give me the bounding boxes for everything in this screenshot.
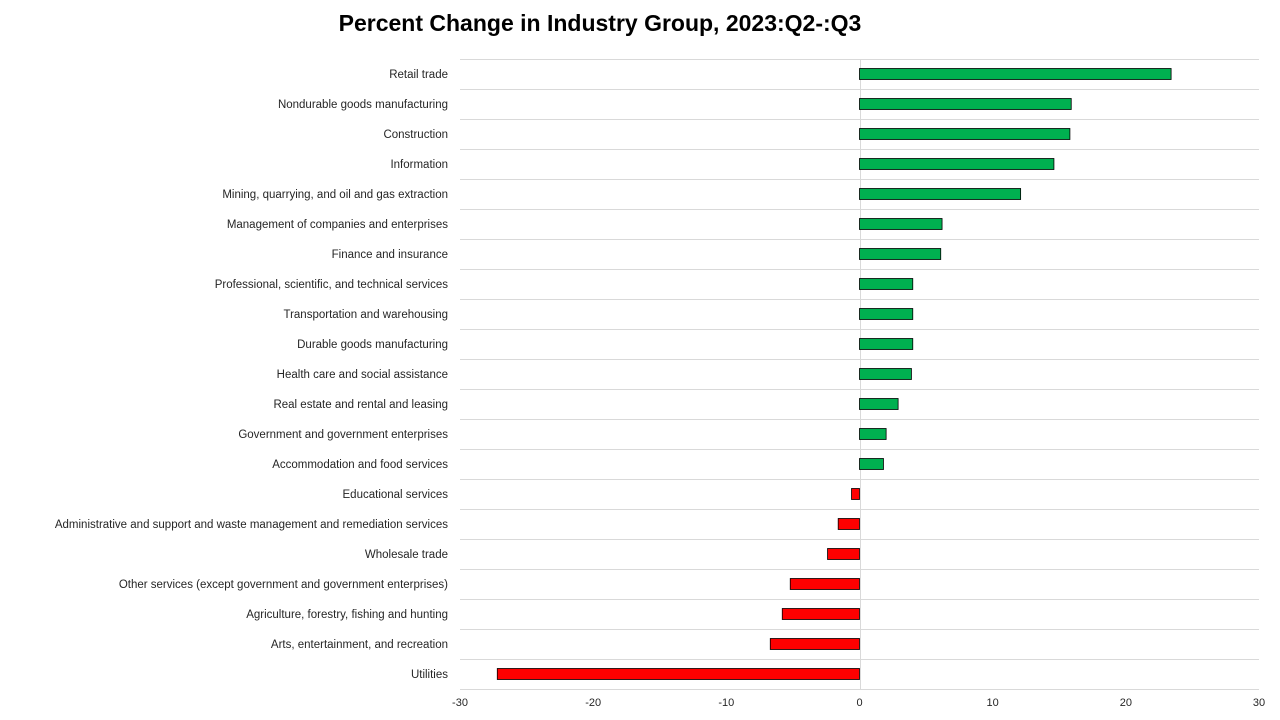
category-label: Educational services xyxy=(343,489,449,501)
bar xyxy=(859,68,1172,80)
category-label: Utilities xyxy=(411,669,448,681)
bar xyxy=(827,548,860,560)
bar xyxy=(859,308,914,320)
category-label: Finance and insurance xyxy=(332,249,448,261)
bar xyxy=(859,128,1071,140)
x-tick-label: 20 xyxy=(1120,697,1132,709)
bar xyxy=(859,248,942,260)
category-label: Agriculture, forestry, fishing and hunti… xyxy=(246,609,448,621)
category-label: Management of companies and enterprises xyxy=(227,219,448,231)
bar xyxy=(859,158,1055,170)
bar xyxy=(859,188,1022,200)
category-label: Government and government enterprises xyxy=(238,429,448,441)
category-label: Arts, entertainment, and recreation xyxy=(271,639,448,651)
category-label: Other services (except government and go… xyxy=(119,579,448,591)
bar xyxy=(859,278,914,290)
category-labels: Retail trade Nondurable goods manufacturi… xyxy=(55,69,448,681)
x-tick-label: -10 xyxy=(718,697,734,709)
bar xyxy=(859,398,899,410)
bars xyxy=(496,68,1172,680)
x-tick-label: -30 xyxy=(452,697,468,709)
category-label: Administrative and support and waste man… xyxy=(55,519,448,531)
category-label: Information xyxy=(390,159,448,171)
category-label: Construction xyxy=(383,129,448,141)
bar xyxy=(859,458,884,470)
bar xyxy=(859,98,1072,110)
bar xyxy=(769,638,860,650)
x-tick-label: 30 xyxy=(1253,697,1265,709)
category-label: Wholesale trade xyxy=(365,549,448,561)
bar xyxy=(851,488,860,500)
category-label: Mining, quarrying, and oil and gas extra… xyxy=(222,189,448,201)
bar xyxy=(837,518,860,530)
chart-title: Percent Change in Industry Group, 2023:Q… xyxy=(338,10,862,36)
category-label: Durable goods manufacturing xyxy=(297,339,448,351)
category-label: Real estate and rental and leasing xyxy=(273,399,448,411)
category-label: Nondurable goods manufacturing xyxy=(278,99,448,111)
x-tick-label: -20 xyxy=(585,697,601,709)
x-tick-label: 10 xyxy=(987,697,999,709)
bar xyxy=(496,668,860,680)
category-label: Accommodation and food services xyxy=(272,459,448,471)
bar xyxy=(781,608,860,620)
x-axis-ticks: -30 -20 -10 0 10 20 30 xyxy=(452,697,1265,709)
category-label: Health care and social assistance xyxy=(277,369,448,381)
bar xyxy=(859,428,887,440)
category-label: Transportation and warehousing xyxy=(283,309,448,321)
bar xyxy=(789,578,860,590)
bar xyxy=(859,338,914,350)
category-label: Professional, scientific, and technical … xyxy=(215,279,449,291)
category-label: Retail trade xyxy=(389,69,448,81)
bar xyxy=(859,368,912,380)
bar xyxy=(859,218,943,230)
gridlines xyxy=(460,59,1259,690)
x-tick-label: 0 xyxy=(856,697,862,709)
